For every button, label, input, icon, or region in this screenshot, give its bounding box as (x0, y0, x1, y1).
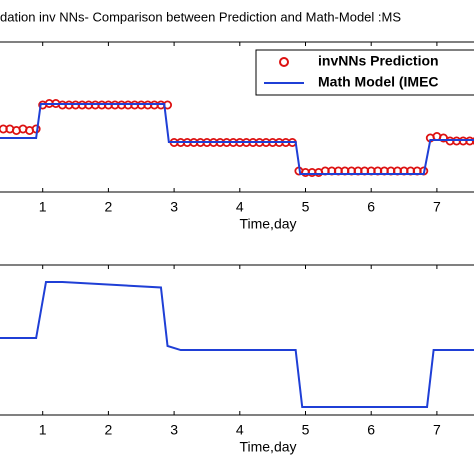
x-tick-label: 3 (170, 422, 178, 438)
x-tick-label: 5 (302, 199, 310, 215)
line (0, 102, 474, 175)
legend (255, 49, 474, 96)
x-tick-label: 1 (39, 199, 47, 215)
x-tick-label: 3 (170, 199, 178, 215)
x-tick-label: 4 (236, 199, 244, 215)
x-tick-label: 6 (367, 422, 375, 438)
x-tick-label: 7 (433, 422, 441, 438)
chart-title: dation inv NNs- Comparison between Predi… (0, 9, 401, 24)
x-tick-label: 2 (105, 199, 113, 215)
legend-label: Math Model (IMEC (318, 74, 439, 90)
plot-series (0, 99, 474, 177)
legend-swatch (279, 57, 289, 67)
x-tick-label: 4 (236, 422, 244, 438)
legend-label: invNNs Prediction (318, 53, 439, 69)
x-axis-label: Time,day (239, 439, 296, 455)
marker (471, 137, 474, 145)
x-tick-label: 7 (433, 199, 441, 215)
plot-area (0, 264, 474, 416)
x-tick-label: 6 (367, 199, 375, 215)
plot-series (0, 280, 474, 409)
x-tick-label: 5 (302, 422, 310, 438)
x-tick-label: 2 (105, 422, 113, 438)
x-tick-label: 1 (39, 422, 47, 438)
x-axis-label: Time,day (239, 216, 296, 232)
line (0, 280, 474, 409)
